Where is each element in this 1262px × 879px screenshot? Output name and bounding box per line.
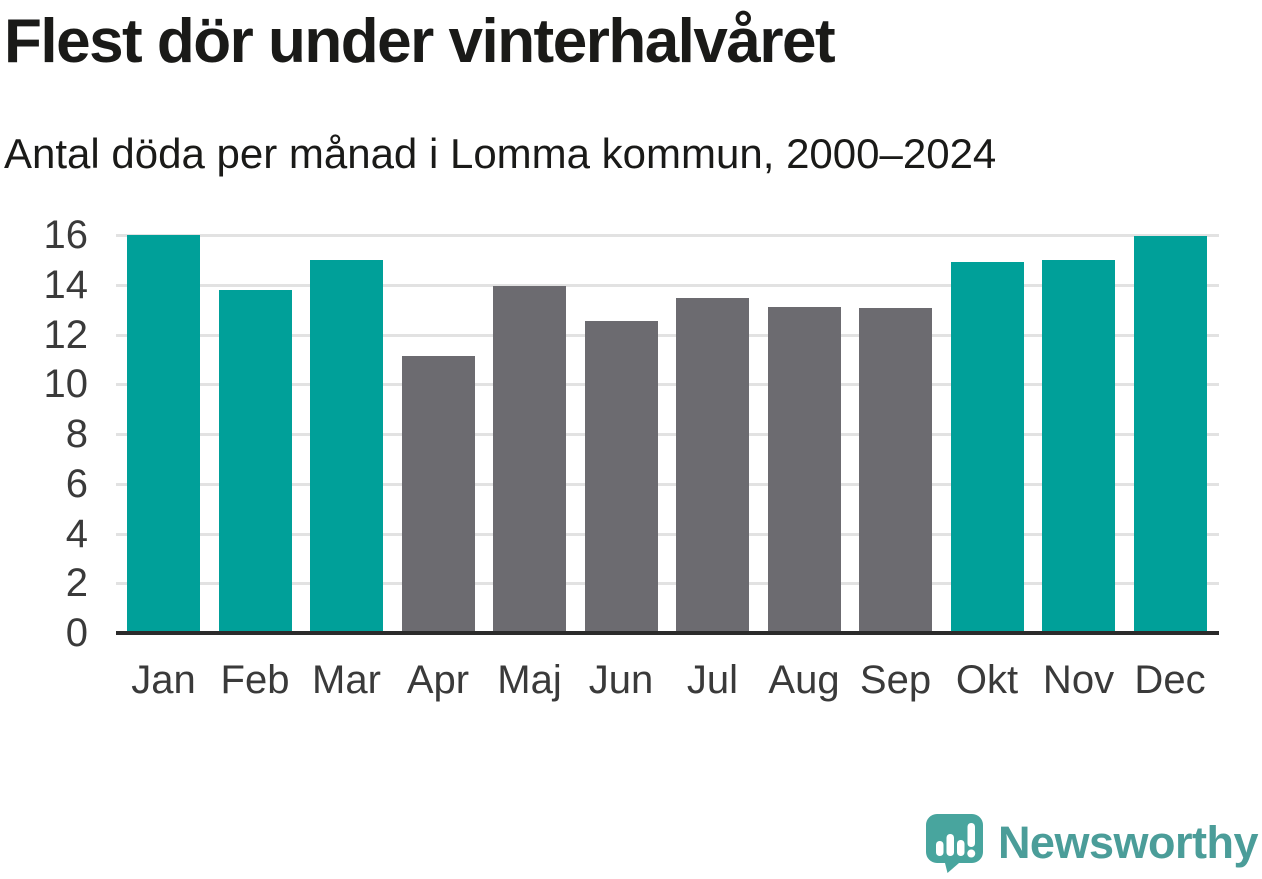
- newsworthy-logo: Newsworthy: [924, 813, 1259, 873]
- x-tick-label-jun: Jun: [588, 658, 654, 702]
- x-axis-labels: Jan Feb Mar Apr Maj Jun Jul Aug Sep Okt Nov Dec: [116, 655, 1219, 711]
- y-tick-label-0: 0: [65, 611, 88, 655]
- plot-area: [116, 234, 1219, 633]
- gridline-6: [116, 482, 1219, 486]
- gridline-10: [116, 383, 1219, 387]
- bar-nov: [1042, 259, 1115, 633]
- gridline-16: [116, 234, 1219, 237]
- bar-jul: [676, 298, 749, 633]
- y-tick-label-2: 2: [65, 561, 88, 606]
- x-tick-label-okt: Okt: [955, 658, 1019, 702]
- x-tick-label-apr: Apr: [406, 658, 470, 702]
- chart-title: Flest dör under vinterhalvåret: [4, 7, 836, 76]
- x-tick-label-jan: Jan: [131, 658, 196, 702]
- x-tick-label-nov: Nov: [1042, 658, 1115, 702]
- bar-mar: [310, 259, 383, 633]
- x-tick-label-maj: Maj: [497, 658, 562, 702]
- bar-aug: [767, 307, 841, 633]
- x-tick-label-feb: Feb: [220, 658, 290, 702]
- x-axis-line: [116, 631, 1219, 635]
- bar-dec: [1133, 236, 1207, 633]
- bar-jun: [584, 320, 658, 633]
- y-tick-label-14: 14: [43, 262, 89, 307]
- y-tick-label-6: 6: [65, 461, 88, 506]
- gridline-14: [116, 283, 1219, 287]
- newsworthy-logo-icon: [925, 814, 983, 873]
- y-tick-label-8: 8: [65, 412, 88, 456]
- x-tick-label-sep: Sep: [859, 658, 932, 702]
- x-tick-label-mar: Mar: [312, 658, 381, 702]
- y-tick-label-16: 16: [43, 213, 89, 257]
- newsworthy-logo-text: Newsworthy: [997, 817, 1259, 868]
- bar-maj: [493, 286, 566, 633]
- y-tick-label-4: 4: [65, 511, 88, 556]
- gridline-4: [116, 532, 1219, 536]
- bar-feb: [218, 289, 292, 633]
- bar-apr: [401, 355, 475, 633]
- x-tick-label-aug: Aug: [768, 658, 840, 702]
- gridline-2: [116, 582, 1219, 586]
- gridline-8: [116, 433, 1219, 436]
- bar-jan: [127, 235, 200, 633]
- x-tick-label-jul: Jul: [686, 658, 739, 702]
- chart-subtitle: Antal döda per månad i Lomma kommun, 200…: [4, 130, 997, 177]
- bar-sep: [859, 308, 932, 633]
- y-tick-label-12: 12: [43, 312, 89, 357]
- gridline-12: [116, 333, 1219, 337]
- bar-okt: [950, 262, 1024, 633]
- y-axis-labels: 0 2 4 6 8 10 12 14 16: [0, 213, 96, 655]
- y-tick-label-10: 10: [43, 362, 89, 407]
- x-tick-label-dec: Dec: [1134, 658, 1206, 702]
